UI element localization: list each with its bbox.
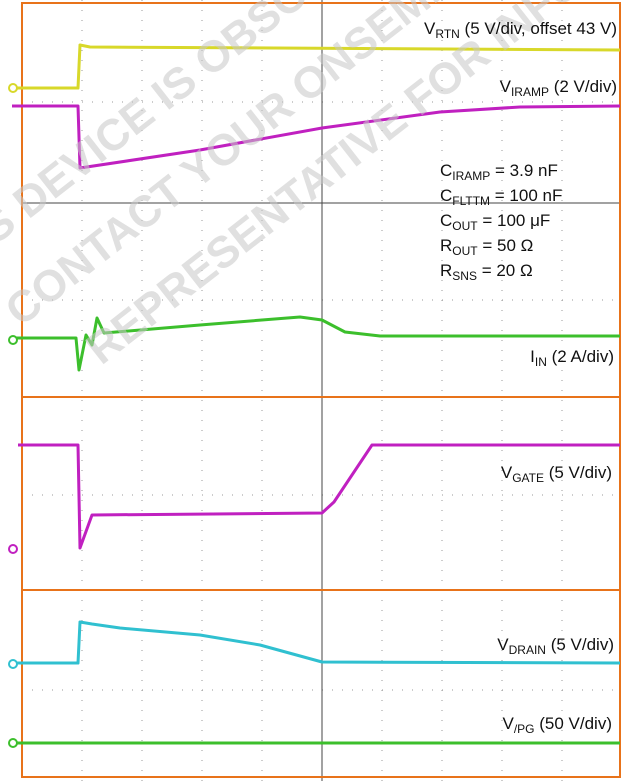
label: VGATE (5 V/div): [501, 463, 612, 485]
trace-vgate: [18, 443, 620, 550]
trace-iin: [12, 315, 620, 372]
label-rest: = 3.9 nF: [490, 161, 558, 180]
trace-viramp: [12, 104, 621, 170]
trace-vdrain: [12, 620, 621, 665]
label: VIRAMP (2 V/div): [500, 77, 617, 99]
label-sub: SNS: [452, 269, 477, 283]
label-rest: (2 A/div): [547, 347, 614, 366]
label-sub: RTN: [435, 27, 459, 41]
label-sub: OUT: [452, 219, 478, 233]
label-sub: /PG: [514, 722, 535, 736]
label-main: V: [500, 77, 512, 96]
label-rest: = 20 Ω: [477, 261, 533, 280]
label-sub: GATE: [512, 471, 544, 485]
label-rest: (50 V/div): [535, 714, 612, 733]
label: CFLTTM = 100 nF: [440, 186, 562, 208]
grid: [22, 0, 620, 781]
label-rest: (5 V/div): [546, 635, 614, 654]
label: VDRAIN (5 V/div): [497, 635, 614, 657]
label-rest: = 50 Ω: [478, 236, 534, 255]
label-main: R: [440, 261, 452, 280]
label-rest: (5 V/div): [544, 463, 612, 482]
label-main: V: [497, 635, 509, 654]
label-main: R: [440, 236, 452, 255]
label-rest: (5 V/div, offset 43 V): [460, 19, 617, 38]
label-main: V: [501, 463, 513, 482]
label-rest: = 100 μF: [478, 211, 551, 230]
label-sub: IRAMP: [511, 85, 549, 99]
label-sub: FLTTM: [452, 194, 490, 208]
label-main: V: [424, 19, 436, 38]
trace-vrtn: [12, 43, 621, 90]
label: CIRAMP = 3.9 nF: [440, 161, 558, 183]
label-main: C: [440, 211, 452, 230]
label-main: I: [530, 347, 535, 366]
label: COUT = 100 μF: [440, 211, 550, 233]
label-rest: = 100 nF: [490, 186, 562, 205]
label-main: C: [440, 161, 452, 180]
label-sub: OUT: [452, 244, 478, 258]
label-main: C: [440, 186, 452, 205]
channel-markers: [8, 83, 18, 748]
label: RSNS = 20 Ω: [440, 261, 533, 283]
label: ROUT = 50 Ω: [440, 236, 533, 258]
label: IIN (2 A/div): [530, 347, 614, 369]
label-main: V: [503, 714, 515, 733]
label: VRTN (5 V/div, offset 43 V): [424, 19, 617, 41]
label: V/PG (50 V/div): [503, 714, 613, 736]
label-sub: DRAIN: [509, 643, 546, 657]
frame: [21, 2, 621, 778]
label-rest: (2 V/div): [549, 77, 617, 96]
label-sub: IRAMP: [452, 169, 490, 183]
label-sub: IN: [535, 355, 547, 369]
labels: VRTN (5 V/div, offset 43 V)VIRAMP (2 V/d…: [424, 19, 617, 736]
